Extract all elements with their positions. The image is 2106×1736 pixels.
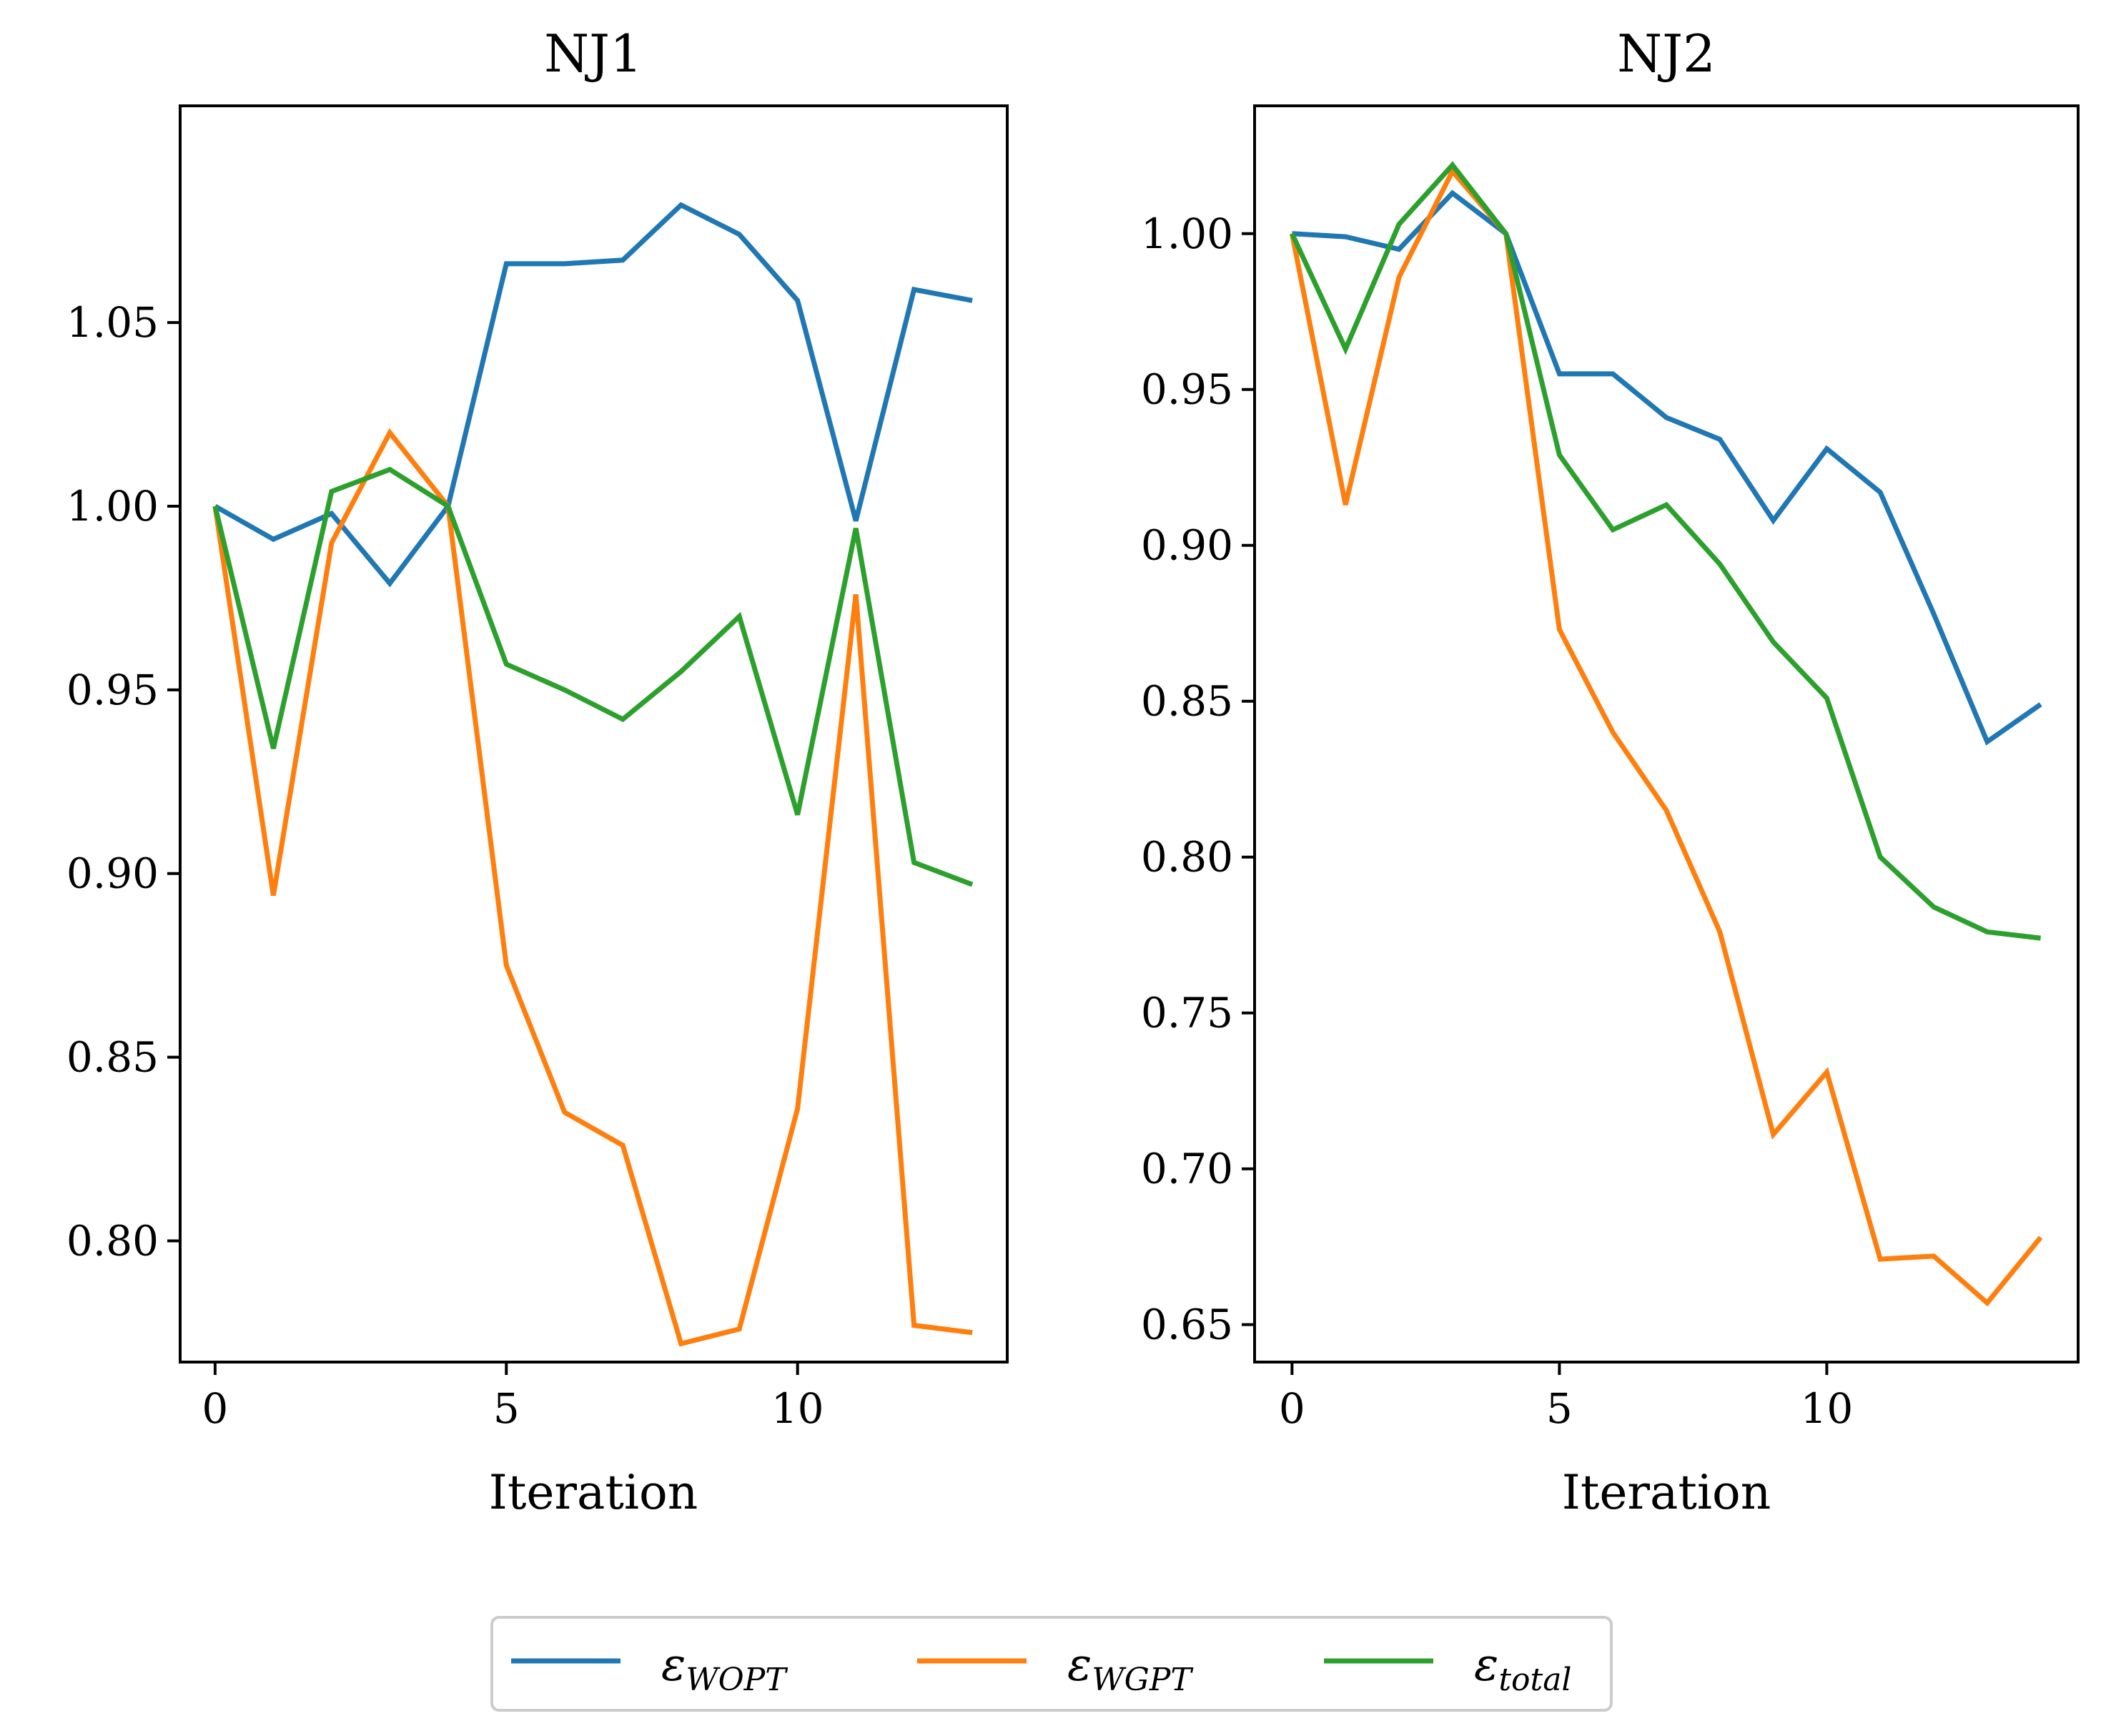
legend-entry-wopt: εWOPT — [511, 1639, 788, 1698]
x-tick-label: 0 — [202, 1384, 228, 1433]
tick-layer: 0 5 10 0.65 0.70 0.75 0.80 0.85 0.90 0.95 1.00 — [1141, 209, 1853, 1433]
legend-symbol: ε — [661, 1639, 686, 1692]
y-tick-label: 0.85 — [1141, 677, 1233, 726]
legend-symbol: ε — [1067, 1639, 1092, 1692]
legend-label: εtotal — [1474, 1639, 1572, 1698]
x-axis-label: Iteration — [1562, 1465, 1771, 1520]
legend-symbol: ε — [1474, 1639, 1498, 1692]
series-layer — [212, 202, 974, 1347]
x-tick-label: 5 — [493, 1384, 520, 1433]
x-axis-label: Iteration — [489, 1465, 698, 1520]
y-tick-label: 1.00 — [1141, 209, 1233, 258]
legend-subscript: total — [1498, 1662, 1571, 1698]
legend-label: εWGPT — [1067, 1639, 1194, 1698]
chart-nj2: NJ2 0 5 10 0.65 0.70 0.75 0.80 0.85 0.90 0.95 1.00… — [1141, 24, 2080, 1520]
series-layer — [1289, 161, 2043, 1307]
plot-frame — [179, 104, 1009, 1363]
x-tick-label: 5 — [1546, 1384, 1573, 1433]
y-tick-label: 0.90 — [66, 849, 159, 898]
chart-title: NJ2 — [1617, 24, 1716, 84]
plot-frame — [1253, 104, 2080, 1363]
y-tick-label: 1.05 — [66, 298, 159, 347]
y-tick-label: 0.75 — [1141, 989, 1233, 1037]
y-tick-label: 0.80 — [1141, 833, 1233, 882]
legend-entry-wgpt: εWGPT — [917, 1639, 1194, 1698]
legend: εWOPT εWGPT εtotal — [490, 1616, 1613, 1712]
x-tick-label: 10 — [1801, 1384, 1854, 1433]
legend-subscript: WGPT — [1092, 1662, 1194, 1698]
series-line-wopt — [1292, 189, 2042, 746]
series-line-wgpt — [212, 428, 973, 1347]
y-tick-label: 0.85 — [66, 1033, 159, 1082]
legend-entry-total: εtotal — [1324, 1639, 1572, 1698]
y-tick-label: 1.00 — [66, 482, 159, 531]
chart-title: NJ1 — [544, 24, 643, 84]
y-tick-label: 0.95 — [66, 666, 159, 714]
y-tick-label: 0.65 — [1141, 1301, 1233, 1349]
y-tick-label: 0.95 — [1141, 365, 1233, 414]
legend-subscript: WOPT — [686, 1662, 788, 1698]
y-tick-label: 0.90 — [1141, 521, 1233, 570]
legend-label: εWOPT — [661, 1639, 788, 1698]
series-line-wgpt — [1289, 167, 2043, 1307]
tick-layer: 0 5 10 0.80 0.85 0.90 0.95 1.00 1.05 — [66, 298, 824, 1433]
series-line-total — [1290, 161, 2042, 941]
legend-frame — [490, 1616, 1613, 1712]
series-line-total — [212, 466, 974, 887]
x-tick-label: 0 — [1279, 1384, 1305, 1433]
y-tick-label: 0.70 — [1141, 1145, 1233, 1193]
y-tick-label: 0.80 — [66, 1216, 159, 1265]
chart-nj1: NJ1 0 5 10 0.80 0.85 0.90 0.95 1.00 1.05 Iterati… — [66, 24, 1009, 1520]
x-tick-label: 10 — [771, 1384, 824, 1433]
